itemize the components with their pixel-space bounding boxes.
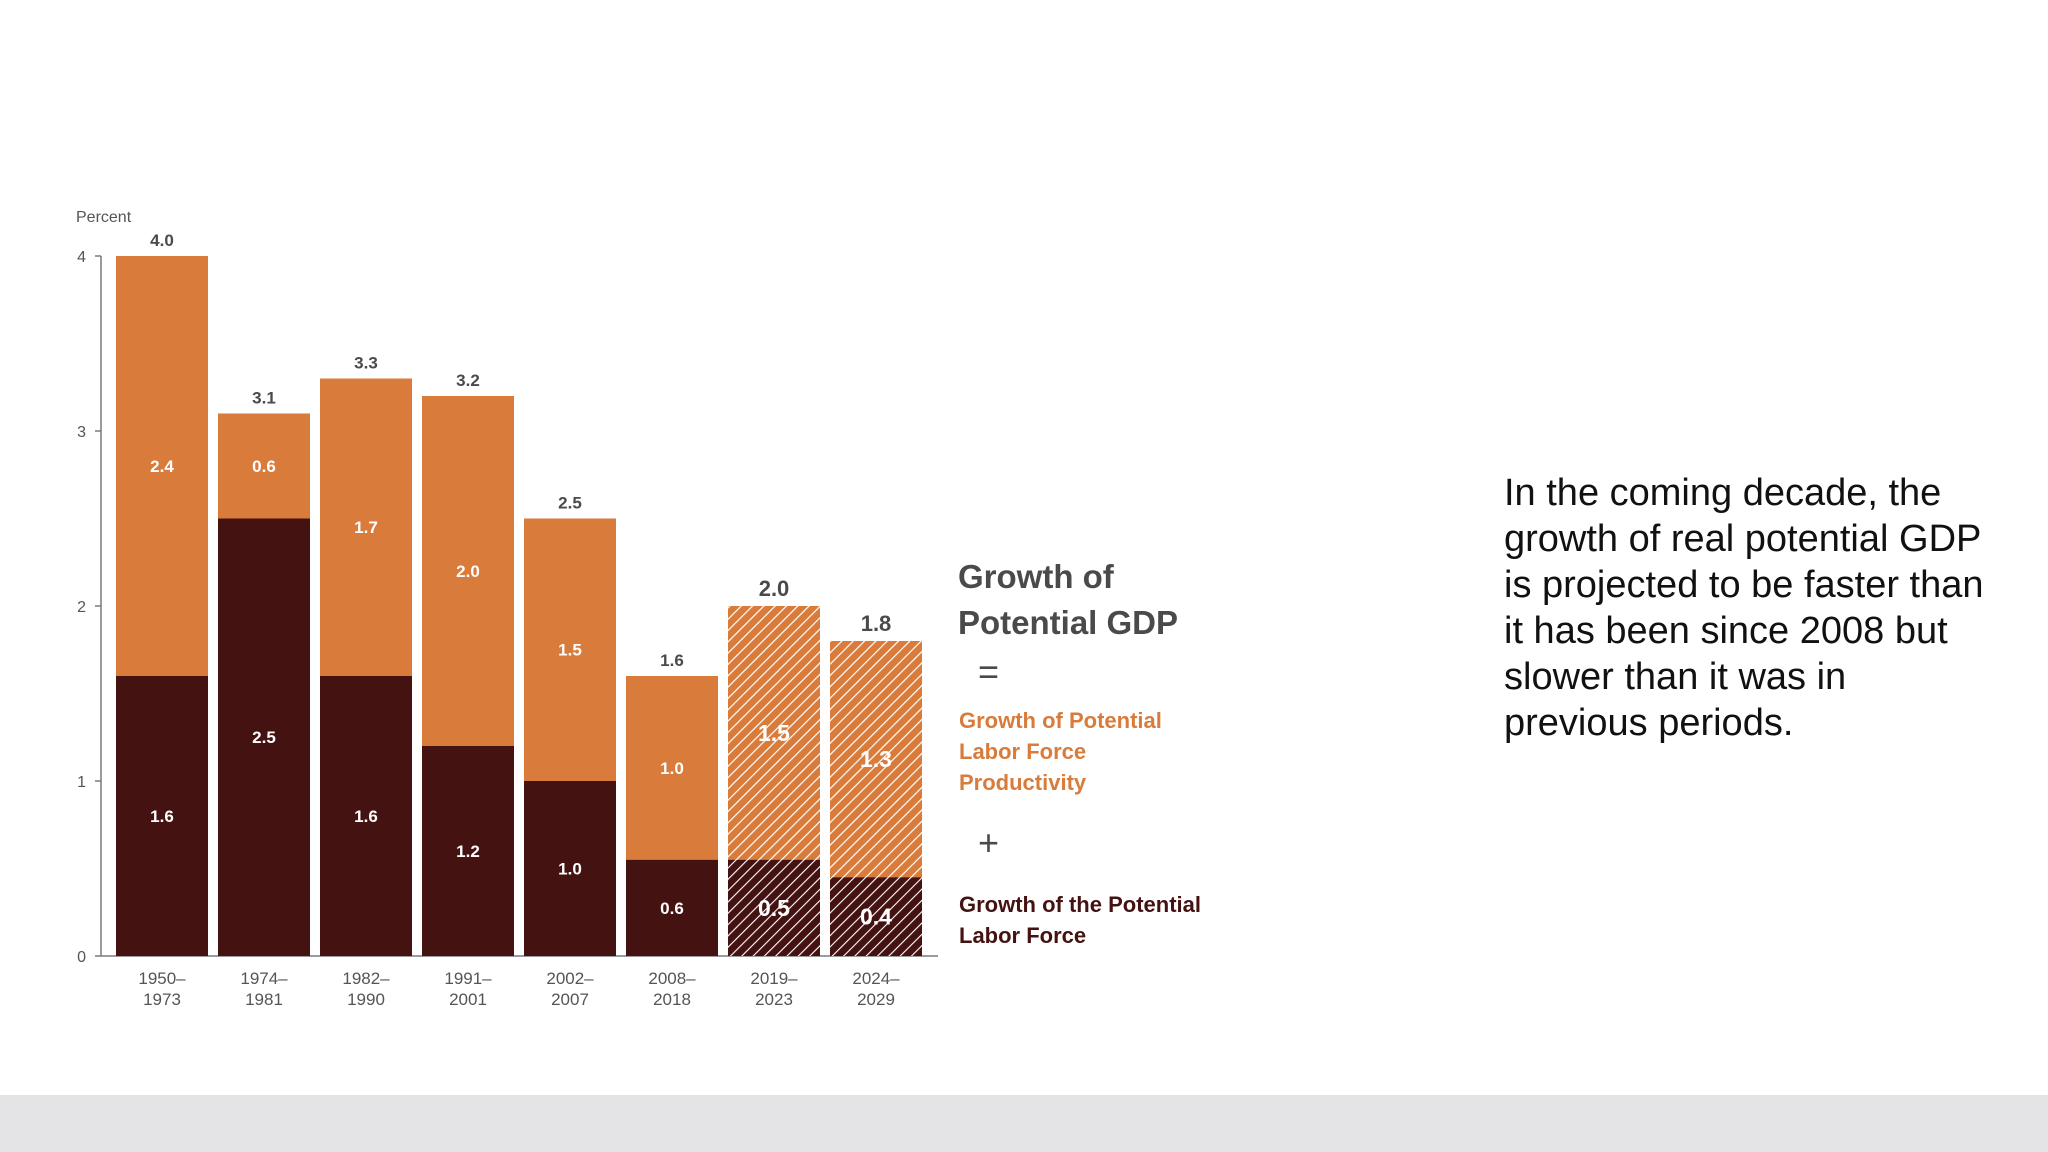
x-tick-label: 2024– xyxy=(852,969,900,988)
data-label-productivity: 1.5 xyxy=(758,720,790,746)
stacked-bar-chart: Percent 0 1 2 3 4 2.4 1.6 4.0 0.6 2.5 3.1 1.7 1.6 3.… xyxy=(76,209,1201,1009)
bars-group: 2.4 1.6 4.0 0.6 2.5 3.1 1.7 1.6 3.3 2.0 1.2 3.2 1.5 1… xyxy=(116,231,922,956)
x-tick-label: 2019– xyxy=(750,969,798,988)
bar-labor-force xyxy=(116,676,208,956)
data-label-productivity: 1.3 xyxy=(860,746,892,772)
x-tick-label: 2008– xyxy=(648,969,696,988)
legend-equation: Growth of Potential GDP = Growth of Pote… xyxy=(958,558,1201,948)
x-tick-label: 1982– xyxy=(342,969,390,988)
data-label-productivity: 0.6 xyxy=(252,457,276,476)
bar-productivity xyxy=(830,641,922,878)
y-axis-ticks: 0 1 2 3 4 xyxy=(77,249,101,966)
y-tick-label: 2 xyxy=(77,599,86,616)
x-tick-label: 2029 xyxy=(857,990,895,1009)
data-label-total: 3.1 xyxy=(252,389,276,408)
data-label-productivity: 2.0 xyxy=(456,562,480,581)
x-tick-label: 1950– xyxy=(138,969,186,988)
y-tick-label: 1 xyxy=(77,774,86,791)
y-axis-label: Percent xyxy=(76,209,132,226)
data-label-total: 3.3 xyxy=(354,354,378,373)
y-tick-label: 0 xyxy=(77,949,86,966)
data-label-labor-force: 2.5 xyxy=(252,728,276,747)
data-label-labor-force: 1.6 xyxy=(354,807,378,826)
data-label-total: 2.0 xyxy=(759,576,790,601)
bar-labor-force xyxy=(218,518,310,956)
data-label-productivity: 1.5 xyxy=(558,641,582,660)
x-tick-label: 2001 xyxy=(449,990,487,1009)
data-label-productivity: 2.4 xyxy=(150,457,174,476)
bar-labor-force xyxy=(422,746,514,956)
data-label-productivity: 1.7 xyxy=(354,518,378,537)
data-label-labor-force: 1.2 xyxy=(456,842,480,861)
x-tick-label: 1990 xyxy=(347,990,385,1009)
bar-productivity xyxy=(422,396,514,746)
legend-productivity-line2: Labor Force xyxy=(959,739,1086,764)
legend-productivity-line1: Growth of Potential xyxy=(959,708,1162,733)
bar-productivity xyxy=(320,378,412,676)
x-tick-label: 2007 xyxy=(551,990,589,1009)
bar-labor-force xyxy=(320,676,412,956)
bar-labor-force xyxy=(830,877,922,956)
data-label-labor-force: 0.4 xyxy=(860,904,892,930)
legend-productivity-line3: Productivity xyxy=(959,770,1087,795)
x-axis-labels: 1950– 1973 1974– 1981 1982– 1990 1991– 2001 2002… xyxy=(138,969,900,1009)
plus-sign: + xyxy=(978,822,999,863)
data-label-labor-force: 1.0 xyxy=(558,859,582,878)
bar-productivity xyxy=(218,413,310,519)
bar-labor-force xyxy=(524,781,616,956)
bar-productivity xyxy=(524,518,616,781)
bottom-bar xyxy=(0,1095,2048,1152)
bar-productivity xyxy=(728,606,820,860)
legend-title-line1: Growth of xyxy=(958,558,1115,595)
data-label-labor-force: 0.6 xyxy=(660,899,684,918)
data-label-labor-force: 0.5 xyxy=(758,895,790,921)
x-tick-label: 2002– xyxy=(546,969,594,988)
bar-labor-force xyxy=(626,859,718,956)
bar-productivity xyxy=(116,256,208,676)
data-label-total: 2.5 xyxy=(558,494,582,513)
x-tick-label: 1973 xyxy=(143,990,181,1009)
y-tick-label: 3 xyxy=(77,424,86,441)
x-tick-label: 1981 xyxy=(245,990,283,1009)
bar-labor-force xyxy=(728,859,820,956)
legend-labor-line1: Growth of the Potential xyxy=(959,892,1201,917)
data-label-total: 1.6 xyxy=(660,651,684,670)
x-tick-label: 1974– xyxy=(240,969,288,988)
data-label-total: 3.2 xyxy=(456,371,480,390)
data-label-total: 1.8 xyxy=(861,611,892,636)
caption-text: In the coming decade, the growth of real… xyxy=(1504,472,1984,744)
x-tick-label: 1991– xyxy=(444,969,492,988)
data-label-productivity: 1.0 xyxy=(660,759,684,778)
data-label-total: 4.0 xyxy=(150,231,174,250)
data-label-labor-force: 1.6 xyxy=(150,807,174,826)
x-tick-label: 2023 xyxy=(755,990,793,1009)
y-tick-label: 4 xyxy=(77,249,86,266)
legend-labor-line2: Labor Force xyxy=(959,923,1086,948)
legend-title-line2: Potential GDP xyxy=(958,604,1178,641)
x-tick-label: 2018 xyxy=(653,990,691,1009)
equals-sign: = xyxy=(978,651,999,692)
bar-productivity xyxy=(626,676,718,860)
